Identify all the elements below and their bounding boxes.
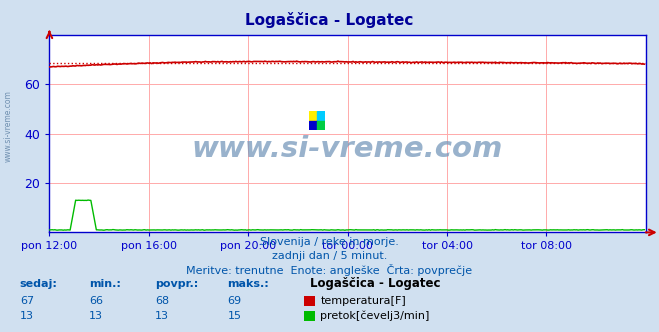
Text: maks.:: maks.: <box>227 279 269 289</box>
Text: 68: 68 <box>155 296 169 306</box>
Text: 13: 13 <box>155 311 169 321</box>
Text: www.si-vreme.com: www.si-vreme.com <box>3 90 13 162</box>
Text: povpr.:: povpr.: <box>155 279 198 289</box>
Text: zadnji dan / 5 minut.: zadnji dan / 5 minut. <box>272 251 387 261</box>
Text: Meritve: trenutne  Enote: angleške  Črta: povprečje: Meritve: trenutne Enote: angleške Črta: … <box>186 264 473 276</box>
Text: Logaščica - Logatec: Logaščica - Logatec <box>245 12 414 28</box>
Text: min.:: min.: <box>89 279 121 289</box>
Text: www.si-vreme.com: www.si-vreme.com <box>192 135 503 163</box>
Text: 15: 15 <box>227 311 241 321</box>
Text: pretok[čevelj3/min]: pretok[čevelj3/min] <box>320 310 430 321</box>
Text: 67: 67 <box>20 296 34 306</box>
Bar <box>309 121 317 130</box>
Text: 13: 13 <box>20 311 34 321</box>
Bar <box>309 112 317 121</box>
Text: sedaj:: sedaj: <box>20 279 57 289</box>
Text: Slovenija / reke in morje.: Slovenija / reke in morje. <box>260 237 399 247</box>
Bar <box>317 112 326 121</box>
Text: 66: 66 <box>89 296 103 306</box>
Bar <box>317 121 326 130</box>
Text: 13: 13 <box>89 311 103 321</box>
Text: 69: 69 <box>227 296 241 306</box>
Text: temperatura[F]: temperatura[F] <box>320 296 406 306</box>
Text: Logaščica - Logatec: Logaščica - Logatec <box>310 277 440 290</box>
